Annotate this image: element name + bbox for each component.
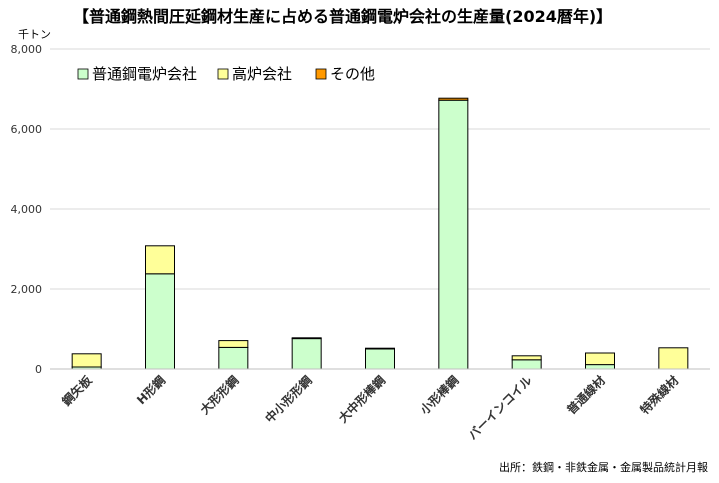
bar-segment bbox=[218, 340, 249, 348]
x-tick-label: バーインコイル bbox=[465, 373, 534, 442]
legend-item: その他 bbox=[315, 65, 375, 83]
bars bbox=[71, 97, 689, 370]
x-tick-label: 小形棒鋼 bbox=[417, 373, 462, 418]
bar-segment bbox=[585, 352, 615, 366]
legend-swatch bbox=[315, 68, 327, 80]
x-tick-label: 大形形鋼 bbox=[197, 373, 242, 418]
bar-segment bbox=[438, 97, 469, 101]
bar-segment bbox=[291, 338, 322, 370]
y-tick-label: 6,000 bbox=[11, 123, 43, 136]
bar-segment bbox=[71, 353, 102, 368]
bar-segment bbox=[585, 364, 615, 370]
bar-segment bbox=[365, 347, 395, 350]
x-tick-label: 鋼矢板 bbox=[58, 372, 95, 409]
y-tick-label: 4,000 bbox=[11, 203, 43, 216]
source-note: 出所：鉄鋼・非鉄金属・金属製品統計月報 bbox=[499, 460, 708, 474]
legend: 普通鋼電炉会社 高炉会社 その他 bbox=[77, 65, 375, 83]
legend-label: その他 bbox=[330, 65, 375, 83]
bar-segment bbox=[145, 245, 175, 275]
gridlines bbox=[50, 48, 710, 290]
bar-segment bbox=[658, 347, 689, 370]
x-tick-label: 中小形形鋼 bbox=[262, 373, 315, 426]
y-tick-label: 2,000 bbox=[11, 283, 43, 296]
bar-segment bbox=[218, 346, 249, 370]
x-tick-label: H形鋼 bbox=[133, 373, 168, 408]
legend-swatch bbox=[77, 68, 89, 80]
legend-item: 高炉会社 bbox=[217, 65, 292, 83]
bar-segment bbox=[511, 355, 542, 361]
legend-item: 普通鋼電炉会社 bbox=[77, 65, 197, 83]
bar-segment bbox=[145, 273, 175, 370]
y-axis-ticks: 0 2,000 4,000 6,000 8,000 bbox=[11, 43, 43, 376]
x-axis-ticks: 鋼矢板 H形鋼 大形形鋼 中小形形鋼 大中形棒鋼 小形棒鋼 バーインコイル 普通線材 特殊線材 bbox=[58, 372, 681, 443]
chart-title: 【普通鋼熱間圧延鋼材生産に占める普通鋼電炉会社の生産量(2024暦年)】 bbox=[73, 7, 612, 26]
bar-segment bbox=[291, 337, 322, 340]
legend-swatch bbox=[217, 68, 229, 80]
bar-segment bbox=[511, 359, 542, 370]
bar-segment bbox=[438, 99, 469, 370]
legend-label: 普通鋼電炉会社 bbox=[92, 65, 197, 83]
y-tick-label: 0 bbox=[35, 363, 42, 376]
x-tick-label: 特殊線材 bbox=[637, 373, 682, 418]
legend-label: 高炉会社 bbox=[232, 65, 292, 83]
y-tick-label: 8,000 bbox=[11, 43, 43, 56]
y-axis-unit: 千トン bbox=[18, 28, 51, 41]
x-tick-label: 普通線材 bbox=[564, 373, 609, 418]
bar-segment bbox=[365, 348, 395, 370]
x-tick-label: 大中形棒鋼 bbox=[335, 373, 388, 426]
